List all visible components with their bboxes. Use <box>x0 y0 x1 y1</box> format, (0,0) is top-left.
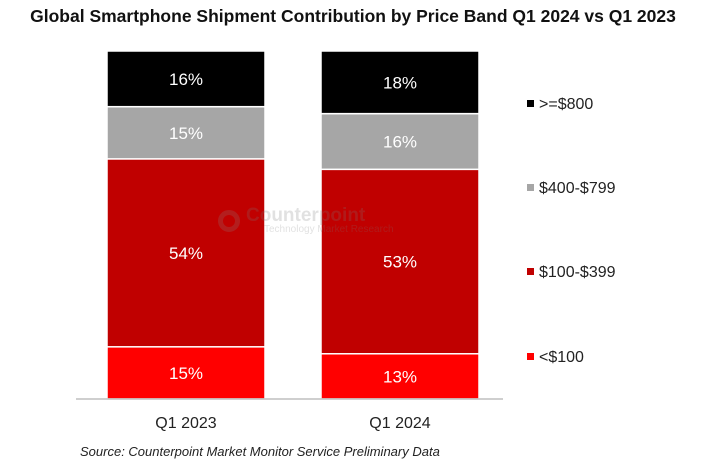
data-label-q1-2024-400-799: 16% <box>383 132 417 151</box>
bar-layer: 15% 54% 15% 16% 13% 53% 16% 18% <box>106 50 480 400</box>
legend-label-100-399: $100-$399 <box>539 264 616 281</box>
data-label-q1-2023-100-399: 54% <box>169 244 203 263</box>
bar-segment-q1-2024-100-399 <box>320 168 480 355</box>
legend-swatch-800 <box>527 100 534 107</box>
legend-item-100: <$100 <box>527 349 584 366</box>
x-tick-label-q1-2024: Q1 2024 <box>369 415 430 432</box>
bar-segment-q1-2024-800 <box>320 50 480 115</box>
legend-swatch-100-399 <box>527 268 534 275</box>
source-note: Source: Counterpoint Market Monitor Serv… <box>80 444 440 459</box>
bar-segment-q1-2023-100-399 <box>106 158 266 348</box>
legend: >=$800 $400-$799 $100-$399 <$100 <box>527 96 616 366</box>
bar-segment-q1-2023-100 <box>106 346 266 400</box>
legend-item-800: >=$800 <box>527 96 593 113</box>
data-label-q1-2024-100-399: 53% <box>383 253 417 272</box>
x-axis-ticks: Q1 2023 Q1 2024 <box>155 415 430 432</box>
legend-label-400-799: $400-$799 <box>539 180 616 197</box>
data-label-q1-2024-800: 18% <box>383 73 417 92</box>
data-label-q1-2023-800: 16% <box>169 70 203 89</box>
bar-segment-q1-2023-800 <box>106 50 266 108</box>
chart-title: Global Smartphone Shipment Contribution … <box>30 6 676 26</box>
bar-segment-q1-2024-400-799 <box>320 112 480 171</box>
legend-label-800: >=$800 <box>539 96 593 113</box>
legend-swatch-400-799 <box>527 184 534 191</box>
legend-swatch-100 <box>527 353 534 360</box>
legend-item-100-399: $100-$399 <box>527 264 616 281</box>
data-label-q1-2023-100: 15% <box>169 364 203 383</box>
data-label-q1-2024-100: 13% <box>383 367 417 386</box>
legend-item-400-799: $400-$799 <box>527 180 616 197</box>
legend-label-100: <$100 <box>539 349 584 366</box>
data-label-q1-2023-400-799: 15% <box>169 124 203 143</box>
x-tick-label-q1-2023: Q1 2023 <box>155 415 216 432</box>
bar-segment-q1-2023-400-799 <box>106 105 266 160</box>
